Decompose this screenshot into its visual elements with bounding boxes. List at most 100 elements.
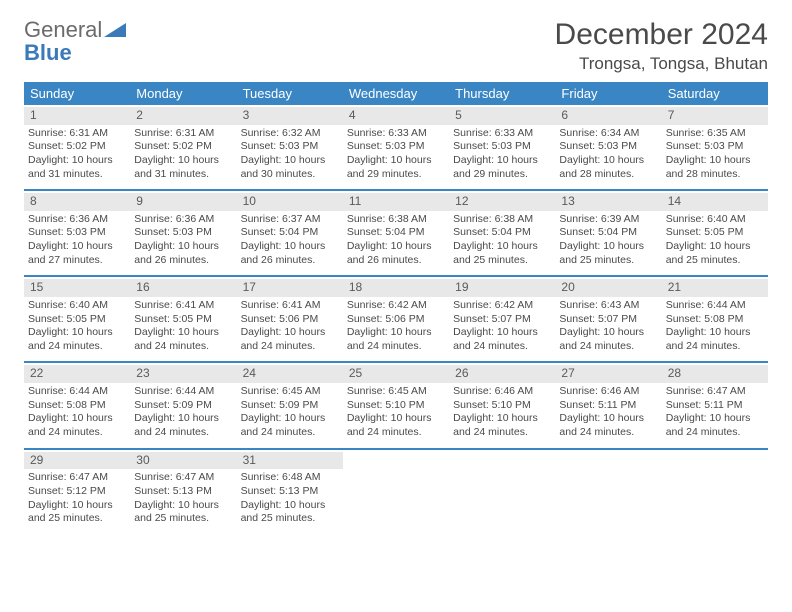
cell-daylight1: Daylight: 10 hours <box>241 326 339 340</box>
day-number: 13 <box>555 193 661 211</box>
day-number: 3 <box>237 107 343 125</box>
day-header-cell: Monday <box>130 82 236 105</box>
week-row: 8Sunrise: 6:36 AMSunset: 5:03 PMDaylight… <box>24 191 768 277</box>
cell-sunrise: Sunrise: 6:45 AM <box>241 385 339 399</box>
cell-daylight1: Daylight: 10 hours <box>241 240 339 254</box>
cell-sunrise: Sunrise: 6:36 AM <box>134 213 232 227</box>
day-number: 15 <box>24 279 130 297</box>
calendar-cell: 31Sunrise: 6:48 AMSunset: 5:13 PMDayligh… <box>237 450 343 534</box>
day-number: 2 <box>130 107 236 125</box>
day-number: 20 <box>555 279 661 297</box>
calendar-cell: 14Sunrise: 6:40 AMSunset: 5:05 PMDayligh… <box>662 191 768 275</box>
calendar-cell: 7Sunrise: 6:35 AMSunset: 5:03 PMDaylight… <box>662 105 768 189</box>
cell-sunset: Sunset: 5:08 PM <box>666 313 764 327</box>
cell-sunset: Sunset: 5:05 PM <box>666 226 764 240</box>
calendar-cell: 4Sunrise: 6:33 AMSunset: 5:03 PMDaylight… <box>343 105 449 189</box>
calendar-cell: 24Sunrise: 6:45 AMSunset: 5:09 PMDayligh… <box>237 363 343 447</box>
cell-sunset: Sunset: 5:04 PM <box>559 226 657 240</box>
cell-sunrise: Sunrise: 6:35 AM <box>666 127 764 141</box>
calendar-cell: 2 Sunrise: 6:31 AMSunset: 5:02 PMDaylight… <box>130 105 236 189</box>
calendar-cell: 15Sunrise: 6:40 AMSunset: 5:05 PMDayligh… <box>24 277 130 361</box>
cell-sunset: Sunset: 5:04 PM <box>241 226 339 240</box>
cell-sunset: Sunset: 5:13 PM <box>241 485 339 499</box>
cell-daylight2: and 25 minutes. <box>666 254 764 268</box>
week-row: 1Sunrise: 6:31 AMSunset: 5:02 PMDaylight… <box>24 105 768 191</box>
day-number: 5 <box>449 107 555 125</box>
cell-sunrise: Sunrise: 6:40 AM <box>666 213 764 227</box>
cell-daylight2: and 30 minutes. <box>241 168 339 182</box>
cell-daylight1: Daylight: 10 hours <box>28 154 126 168</box>
cell-daylight1: Daylight: 10 hours <box>28 499 126 513</box>
cell-sunset: Sunset: 5:07 PM <box>453 313 551 327</box>
calendar-cell: 29Sunrise: 6:47 AMSunset: 5:12 PMDayligh… <box>24 450 130 534</box>
day-number: 27 <box>555 365 661 383</box>
cell-sunset: Sunset: 5:11 PM <box>666 399 764 413</box>
cell-sunset: Sunset: 5:09 PM <box>134 399 232 413</box>
calendar-cell: 28Sunrise: 6:47 AMSunset: 5:11 PMDayligh… <box>662 363 768 447</box>
day-number: 23 <box>130 365 236 383</box>
cell-daylight2: and 24 minutes. <box>453 340 551 354</box>
cell-sunrise: Sunrise: 6:48 AM <box>241 471 339 485</box>
cell-daylight1: Daylight: 10 hours <box>134 412 232 426</box>
cell-sunrise: Sunrise: 6:41 AM <box>134 299 232 313</box>
day-number: 18 <box>343 279 449 297</box>
cell-daylight1: Daylight: 10 hours <box>134 326 232 340</box>
cell-daylight1: Daylight: 10 hours <box>241 154 339 168</box>
logo: General Blue <box>24 18 126 64</box>
cell-sunset: Sunset: 5:03 PM <box>28 226 126 240</box>
cell-sunrise: Sunrise: 6:42 AM <box>453 299 551 313</box>
cell-sunset: Sunset: 5:06 PM <box>347 313 445 327</box>
cell-sunset: Sunset: 5:02 PM <box>134 140 232 154</box>
cell-daylight2: and 25 minutes. <box>28 512 126 526</box>
cell-daylight1: Daylight: 10 hours <box>28 412 126 426</box>
cell-daylight1: Daylight: 10 hours <box>666 154 764 168</box>
cell-daylight1: Daylight: 10 hours <box>347 240 445 254</box>
day-header-cell: Wednesday <box>343 82 449 105</box>
day-number: 29 <box>24 452 130 470</box>
day-number: 24 <box>237 365 343 383</box>
calendar-cell: 19Sunrise: 6:42 AMSunset: 5:07 PMDayligh… <box>449 277 555 361</box>
cell-daylight1: Daylight: 10 hours <box>347 412 445 426</box>
cell-daylight1: Daylight: 10 hours <box>453 240 551 254</box>
calendar-cell: 3Sunrise: 6:32 AMSunset: 5:03 PMDaylight… <box>237 105 343 189</box>
calendar-cell: 27Sunrise: 6:46 AMSunset: 5:11 PMDayligh… <box>555 363 661 447</box>
cell-sunset: Sunset: 5:02 PM <box>28 140 126 154</box>
cell-sunrise: Sunrise: 6:47 AM <box>134 471 232 485</box>
day-number: 1 <box>24 107 130 125</box>
calendar-cell: 5Sunrise: 6:33 AMSunset: 5:03 PMDaylight… <box>449 105 555 189</box>
cell-sunset: Sunset: 5:03 PM <box>559 140 657 154</box>
cell-daylight2: and 24 minutes. <box>347 340 445 354</box>
day-number: 16 <box>130 279 236 297</box>
calendar-cell: 30Sunrise: 6:47 AMSunset: 5:13 PMDayligh… <box>130 450 236 534</box>
cell-sunrise: Sunrise: 6:47 AM <box>666 385 764 399</box>
cell-daylight1: Daylight: 10 hours <box>134 240 232 254</box>
cell-sunset: Sunset: 5:08 PM <box>28 399 126 413</box>
cell-sunset: Sunset: 5:04 PM <box>347 226 445 240</box>
cell-daylight1: Daylight: 10 hours <box>559 240 657 254</box>
title-block: December 2024 Trongsa, Tongsa, Bhutan <box>555 18 768 74</box>
cell-daylight2: and 24 minutes. <box>134 340 232 354</box>
cell-sunset: Sunset: 5:11 PM <box>559 399 657 413</box>
logo-text-2: Blue <box>24 41 126 64</box>
calendar-cell: 25Sunrise: 6:45 AMSunset: 5:10 PMDayligh… <box>343 363 449 447</box>
day-header-cell: Sunday <box>24 82 130 105</box>
cell-daylight2: and 25 minutes. <box>134 512 232 526</box>
cell-sunrise: Sunrise: 6:38 AM <box>347 213 445 227</box>
calendar-cell: 20Sunrise: 6:43 AMSunset: 5:07 PMDayligh… <box>555 277 661 361</box>
cell-daylight2: and 29 minutes. <box>347 168 445 182</box>
cell-daylight2: and 25 minutes. <box>559 254 657 268</box>
cell-sunrise: Sunrise: 6:31 AM <box>134 127 232 141</box>
day-number: 17 <box>237 279 343 297</box>
day-number: 10 <box>237 193 343 211</box>
cell-daylight1: Daylight: 10 hours <box>241 499 339 513</box>
cell-sunset: Sunset: 5:12 PM <box>28 485 126 499</box>
day-header-cell: Tuesday <box>237 82 343 105</box>
cell-daylight1: Daylight: 10 hours <box>666 412 764 426</box>
cell-sunset: Sunset: 5:05 PM <box>134 313 232 327</box>
cell-daylight1: Daylight: 10 hours <box>134 154 232 168</box>
cell-sunrise: Sunrise: 6:44 AM <box>28 385 126 399</box>
cell-sunset: Sunset: 5:03 PM <box>453 140 551 154</box>
cell-sunrise: Sunrise: 6:31 AM <box>28 127 126 141</box>
cell-daylight2: and 24 minutes. <box>666 340 764 354</box>
cell-daylight2: and 24 minutes. <box>559 426 657 440</box>
